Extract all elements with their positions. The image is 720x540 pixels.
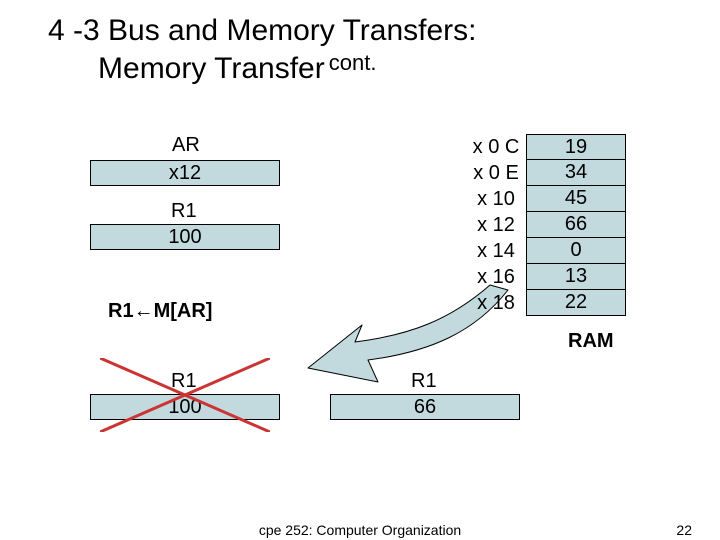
ar-box: x12 [90,160,280,186]
memory-address: x 18 [468,290,524,316]
memory-address: x 16 [468,264,524,290]
r1-before-box: 100 [90,224,280,250]
ar-label: AR [172,134,200,157]
memory-cells: 1934456601322 [526,134,626,316]
footer-course: cpe 252: Computer Organization [0,522,720,538]
memory-cell: 66 [526,212,626,238]
slide-title: 4 -3 Bus and Memory Transfers: Memory Tr… [48,12,477,87]
title-line1: 4 -3 Bus and Memory Transfers: [48,14,477,47]
memory-cell: 19 [526,134,626,160]
memory-addresses: x 0 Cx 0 Ex 10x 12x 14x 16x 18 [468,134,524,316]
memory-address: x 14 [468,238,524,264]
memory-cell: 34 [526,160,626,186]
ram-label: RAM [568,330,614,353]
title-line2: Memory Transfer [98,52,325,85]
memory-address: x 10 [468,186,524,212]
memory-table: x 0 Cx 0 Ex 10x 12x 14x 16x 18 193445660… [468,134,626,316]
memory-cell: 22 [526,290,626,316]
memory-cell: 13 [526,264,626,290]
memory-address: x 0 C [468,134,524,160]
r1-new-label: R1 [411,370,437,393]
operation-text: R1←M[AR] [108,300,212,323]
r1-before-label: R1 [171,200,197,223]
footer-page: 22 [676,522,692,538]
memory-address: x 12 [468,212,524,238]
r1-new-box: 66 [330,394,520,420]
cross-out [100,358,270,432]
title-superscript: cont. [329,50,377,75]
memory-address: x 0 E [468,160,524,186]
memory-cell: 0 [526,238,626,264]
memory-cell: 45 [526,186,626,212]
